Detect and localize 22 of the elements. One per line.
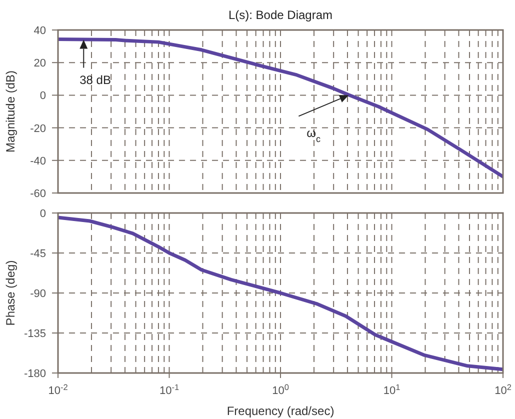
y-axis-title: Phase (deg)	[3, 260, 18, 326]
y-tick-label: 20	[34, 58, 46, 70]
y-tick-label: -45	[30, 248, 46, 260]
x-tick-label: 10$^{0}$	[272, 382, 290, 397]
annotation: 38 dB	[80, 72, 111, 87]
y-tick-label: 0	[40, 208, 46, 220]
annotation: ω$_{c}$	[306, 126, 322, 144]
y-tick-label: -60	[30, 188, 46, 200]
y-tick-label: -20	[30, 122, 46, 135]
y-tick-label: 40	[34, 25, 46, 37]
y-tick-label: 0	[40, 90, 46, 102]
x-tick-label: 10$^{-1}$	[159, 382, 180, 397]
chart-title: L(s): Bode Diagram	[227, 8, 334, 22]
x-tick-label: 10$^{1}$	[383, 382, 401, 397]
y-tick-label: -90	[30, 288, 46, 300]
x-axis-title: Frequency (rad/sec)	[226, 404, 334, 418]
y-axis-title: Magnitude (dB)	[3, 70, 18, 153]
y-tick-label: -180	[24, 368, 46, 380]
y-tick-label: -40	[30, 155, 46, 168]
x-tick-label: 10$^{-2}$	[48, 382, 68, 397]
y-tick-label: -135	[24, 328, 46, 340]
x-tick-label: 10$^{2}$	[494, 382, 512, 397]
